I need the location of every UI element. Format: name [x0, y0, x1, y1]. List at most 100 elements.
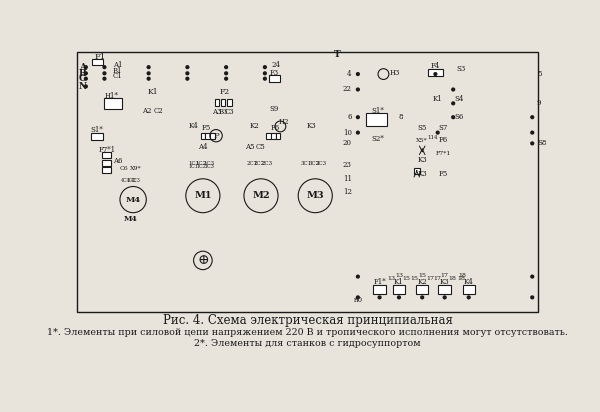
- Text: K2: K2: [418, 278, 427, 286]
- Bar: [227, 99, 232, 105]
- Text: S9: S9: [269, 105, 279, 113]
- Text: K2: K2: [250, 122, 260, 131]
- Bar: [365, 113, 388, 126]
- Circle shape: [356, 296, 359, 299]
- Text: 18: 18: [448, 276, 457, 281]
- Text: 17: 17: [433, 276, 441, 281]
- Text: F6: F6: [271, 124, 280, 132]
- Text: 2*. Элементы для станков с гидросуппортом: 2*. Элементы для станков с гидросуппорто…: [194, 339, 421, 348]
- Circle shape: [147, 66, 150, 68]
- Text: A5: A5: [245, 143, 254, 151]
- Text: K1: K1: [394, 278, 404, 286]
- Text: 11: 11: [343, 175, 352, 183]
- Text: F6: F6: [439, 136, 448, 144]
- Circle shape: [103, 77, 106, 80]
- Text: K1: K1: [433, 95, 443, 103]
- Text: 1C2: 1C2: [196, 164, 206, 169]
- Circle shape: [225, 77, 227, 80]
- Bar: [463, 285, 475, 294]
- Text: F7*1: F7*1: [436, 151, 451, 156]
- Text: 10: 10: [343, 129, 352, 137]
- Text: M3: M3: [307, 191, 324, 200]
- Text: S1*: S1*: [91, 126, 103, 134]
- Text: 4C2: 4C2: [127, 178, 137, 183]
- Text: C: C: [79, 74, 86, 83]
- Bar: [102, 167, 112, 173]
- Text: 1C3: 1C3: [203, 161, 215, 166]
- Circle shape: [436, 131, 439, 134]
- Circle shape: [467, 296, 470, 299]
- Text: K3: K3: [307, 122, 316, 131]
- Circle shape: [225, 72, 227, 75]
- Text: 4C1: 4C1: [121, 178, 130, 183]
- Text: A4: A4: [198, 143, 208, 151]
- Text: F5: F5: [439, 170, 448, 178]
- Text: F1: F1: [94, 53, 106, 61]
- Text: 1*. Элементы при силовой цепи напряжением 220 В и тропического исполнения могут : 1*. Элементы при силовой цепи напряжение…: [47, 328, 568, 337]
- Text: 18: 18: [457, 276, 465, 281]
- Circle shape: [186, 77, 189, 80]
- Text: K3: K3: [418, 170, 427, 178]
- Text: S7: S7: [439, 124, 448, 132]
- Circle shape: [531, 116, 533, 119]
- Text: K1: K1: [147, 88, 158, 96]
- Circle shape: [103, 66, 106, 68]
- Bar: [205, 133, 210, 139]
- Bar: [210, 133, 215, 139]
- Circle shape: [263, 77, 266, 80]
- Text: S1*: S1*: [371, 107, 383, 115]
- Text: B: B: [79, 69, 86, 78]
- Circle shape: [85, 66, 87, 68]
- Text: 4C3: 4C3: [131, 178, 141, 183]
- Circle shape: [452, 116, 455, 119]
- Text: C1: C1: [113, 73, 122, 80]
- Circle shape: [225, 66, 227, 68]
- Circle shape: [378, 296, 381, 299]
- Bar: [215, 99, 219, 105]
- Bar: [413, 168, 420, 174]
- Text: T: T: [334, 49, 340, 59]
- Circle shape: [85, 85, 87, 88]
- Circle shape: [531, 142, 533, 145]
- Text: K3: K3: [418, 156, 427, 164]
- Circle shape: [85, 72, 87, 75]
- Text: 17: 17: [440, 273, 449, 279]
- Text: 2C1: 2C1: [246, 161, 257, 166]
- Circle shape: [356, 73, 359, 75]
- Text: H1*: H1*: [104, 91, 118, 100]
- Text: 3C2: 3C2: [308, 161, 319, 166]
- Text: F2: F2: [220, 88, 230, 96]
- Bar: [91, 133, 103, 140]
- Text: 4: 4: [347, 70, 352, 78]
- Text: 15: 15: [410, 276, 418, 281]
- Text: H2: H2: [279, 118, 290, 126]
- Circle shape: [398, 296, 400, 299]
- Text: 15: 15: [403, 276, 410, 281]
- Circle shape: [531, 275, 533, 278]
- Text: 2C2: 2C2: [254, 161, 265, 166]
- Text: A2: A2: [142, 107, 151, 115]
- Circle shape: [452, 102, 455, 105]
- Bar: [92, 59, 103, 65]
- Circle shape: [85, 77, 87, 80]
- Text: N: N: [79, 82, 87, 91]
- Text: M1: M1: [194, 191, 212, 200]
- Text: 22: 22: [343, 85, 352, 94]
- Bar: [269, 75, 280, 82]
- Text: S4: S4: [454, 95, 463, 103]
- Text: 114: 114: [428, 136, 438, 140]
- Text: 20: 20: [343, 139, 352, 147]
- Text: 1C3: 1C3: [204, 164, 214, 169]
- Text: 17: 17: [426, 276, 434, 281]
- Text: Рис. 4. Схема электрическая принципиальная: Рис. 4. Схема электрическая принципиальн…: [163, 314, 452, 327]
- Text: 12: 12: [343, 188, 352, 196]
- Text: F1*: F1*: [373, 278, 386, 286]
- Circle shape: [356, 131, 359, 134]
- Text: S6: S6: [454, 113, 463, 121]
- Text: X5*: X5*: [416, 138, 428, 143]
- Text: A6: A6: [113, 157, 122, 165]
- Text: A1: A1: [113, 61, 122, 69]
- Text: B1: B1: [113, 67, 122, 75]
- Text: 2C3: 2C3: [262, 161, 273, 166]
- Bar: [439, 285, 451, 294]
